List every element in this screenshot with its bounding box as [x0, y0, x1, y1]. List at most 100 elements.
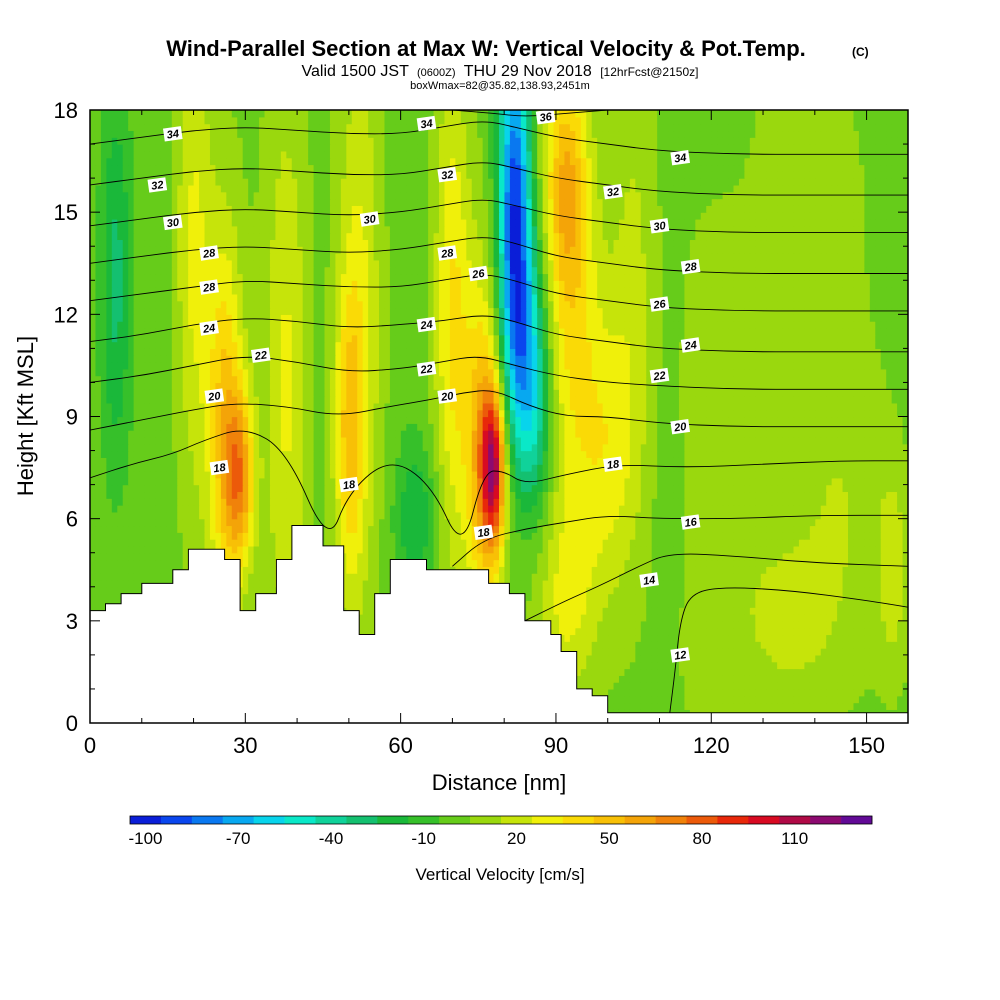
velocity-cell [357, 586, 364, 595]
velocity-cell [777, 566, 784, 574]
velocity-cell [384, 498, 391, 506]
velocity-cell [389, 505, 396, 513]
velocity-cell [880, 695, 887, 704]
velocity-cell [668, 641, 675, 649]
velocity-cell [193, 539, 200, 547]
velocity-cell [760, 654, 767, 663]
velocity-cell [706, 614, 713, 622]
velocity-cell [897, 498, 904, 506]
velocity-cell [111, 573, 118, 581]
velocity-cell [618, 682, 626, 690]
velocity-cell [760, 511, 767, 520]
velocity-cell [117, 579, 124, 588]
velocity-cell [629, 695, 636, 704]
velocity-cell [646, 661, 653, 670]
velocity-cell [264, 505, 271, 513]
velocity-cell [449, 532, 456, 540]
velocity-cell [558, 620, 566, 629]
velocity-cell [684, 498, 691, 506]
velocity-cell [700, 641, 707, 649]
velocity-cell [858, 654, 865, 663]
velocity-cell [678, 559, 686, 567]
velocity-cell [837, 634, 844, 642]
velocity-cell [798, 525, 805, 533]
velocity-cell [362, 545, 369, 554]
velocity-cell [548, 525, 555, 533]
velocity-cell [722, 593, 729, 601]
velocity-cell [215, 505, 222, 513]
velocity-cell [804, 579, 811, 588]
velocity-cell [237, 505, 244, 513]
velocity-cell [406, 552, 413, 561]
velocity-cell [439, 545, 446, 554]
velocity-cell [602, 682, 609, 690]
velocity-cell [395, 532, 402, 540]
velocity-cell [624, 532, 631, 540]
velocity-cell [809, 573, 816, 581]
velocity-cell [804, 695, 811, 704]
velocity-cell [738, 688, 745, 697]
velocity-cell [826, 600, 833, 608]
velocity-cell [586, 559, 593, 567]
velocity-cell [558, 614, 566, 622]
velocity-cell [695, 654, 702, 663]
velocity-cell [411, 505, 418, 513]
velocity-cell [319, 505, 326, 513]
velocity-cell [177, 491, 184, 499]
velocity-cell [449, 545, 456, 554]
velocity-cell [209, 525, 217, 533]
velocity-cell [379, 545, 386, 554]
velocity-cell [466, 518, 473, 527]
velocity-cell [613, 648, 620, 656]
velocity-cell [853, 620, 860, 629]
velocity-cell [580, 498, 587, 506]
velocity-cell [766, 688, 773, 697]
velocity-cell [738, 525, 745, 533]
velocity-cell [117, 511, 124, 520]
velocity-cell [231, 498, 238, 506]
velocity-cell [466, 498, 473, 506]
velocity-cell [820, 586, 827, 595]
velocity-cell [842, 627, 849, 636]
velocity-cell [793, 498, 800, 506]
velocity-cell [700, 702, 707, 710]
velocity-cell [455, 559, 462, 567]
velocity-cell [842, 552, 849, 561]
velocity-cell [635, 539, 642, 547]
velocity-cell [558, 559, 566, 567]
velocity-cell [177, 559, 184, 567]
velocity-cell [618, 627, 626, 636]
velocity-cell [798, 702, 805, 710]
velocity-cell [711, 661, 718, 670]
velocity-cell [886, 702, 893, 710]
velocity-cell [591, 505, 598, 513]
velocity-cell [493, 511, 500, 520]
velocity-cell [351, 532, 358, 540]
velocity-cell [662, 648, 669, 656]
velocity-cell [869, 505, 876, 513]
velocity-cell [133, 545, 140, 554]
velocity-cell [733, 573, 740, 581]
velocity-cell [106, 552, 113, 561]
velocity-cell [728, 702, 735, 710]
velocity-cell [379, 566, 386, 574]
velocity-cell [717, 675, 724, 683]
velocity-cell [875, 648, 882, 656]
velocity-cell [149, 525, 157, 533]
velocity-cell [449, 505, 456, 513]
velocity-cell [749, 579, 756, 588]
velocity-cell [564, 620, 571, 629]
velocity-cell [678, 505, 686, 513]
velocity-cell [689, 688, 696, 697]
velocity-cell [526, 573, 533, 581]
velocity-cell [629, 634, 636, 642]
velocity-cell [657, 614, 664, 622]
velocity-cell [264, 545, 271, 554]
velocity-cell [853, 559, 860, 567]
velocity-cell [531, 566, 538, 574]
velocity-cell [520, 573, 527, 581]
velocity-cell [635, 614, 642, 622]
velocity-cell [624, 505, 631, 513]
velocity-cell [695, 600, 702, 608]
velocity-cell [133, 579, 140, 588]
